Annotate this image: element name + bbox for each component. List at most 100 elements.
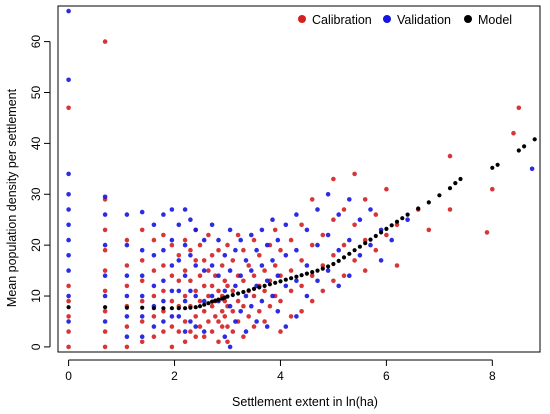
- data-point-validation: [325, 192, 331, 197]
- data-point-calibration: [151, 268, 157, 273]
- data-point-validation: [124, 314, 130, 319]
- data-point-calibration: [213, 314, 218, 319]
- data-point-calibration: [251, 324, 257, 329]
- data-point-calibration: [516, 105, 522, 111]
- data-point-validation: [315, 242, 320, 248]
- data-point-calibration: [278, 298, 283, 304]
- data-point-calibration: [139, 339, 145, 345]
- data-point-model: [267, 282, 272, 287]
- data-point-validation: [66, 222, 71, 228]
- data-point-model: [236, 291, 241, 296]
- data-point-calibration: [139, 319, 145, 324]
- data-point-validation: [139, 334, 145, 340]
- data-point-validation: [209, 222, 215, 228]
- data-point-validation: [227, 303, 233, 309]
- data-point-model: [320, 266, 325, 271]
- data-point-validation: [249, 232, 254, 238]
- data-point-calibration: [272, 227, 278, 233]
- data-point-calibration: [230, 329, 236, 334]
- x-tick-label: 0: [65, 369, 72, 383]
- data-point-model: [213, 298, 218, 303]
- data-point-model: [532, 137, 537, 142]
- data-point-calibration: [394, 222, 400, 228]
- data-point-model: [193, 305, 198, 310]
- data-point-calibration: [241, 247, 246, 253]
- data-point-validation: [216, 237, 221, 243]
- data-point-validation: [66, 268, 71, 273]
- data-point-calibration: [161, 309, 166, 314]
- data-point-validation: [124, 212, 130, 217]
- data-point-validation: [201, 298, 207, 304]
- data-point-calibration: [278, 329, 283, 334]
- series-calibration: [66, 39, 522, 350]
- data-point-calibration: [352, 171, 357, 177]
- x-tick-label: 2: [171, 369, 178, 383]
- data-point-calibration: [151, 293, 157, 299]
- data-point-calibration: [299, 258, 304, 263]
- data-point-calibration: [66, 105, 71, 111]
- data-point-validation: [188, 253, 193, 258]
- data-point-validation: [209, 293, 215, 299]
- data-point-validation: [336, 247, 342, 253]
- data-point-calibration: [246, 263, 251, 268]
- data-point-validation: [259, 227, 265, 233]
- data-point-validation: [270, 258, 275, 263]
- data-point-validation: [182, 329, 188, 334]
- data-point-calibration: [219, 309, 225, 314]
- data-point-validation: [151, 222, 157, 228]
- data-point-calibration: [272, 263, 278, 268]
- data-point-calibration: [222, 314, 228, 319]
- data-point-validation: [169, 314, 175, 319]
- data-point-validation: [238, 309, 243, 314]
- data-point-calibration: [246, 314, 251, 319]
- data-point-validation: [124, 334, 130, 340]
- data-point-validation: [325, 232, 331, 238]
- data-point-validation: [233, 247, 238, 253]
- data-point-validation: [139, 273, 145, 279]
- data-point-calibration: [262, 288, 267, 294]
- data-point-calibration: [102, 268, 108, 273]
- data-point-calibration: [484, 230, 490, 235]
- data-point-calibration: [225, 283, 230, 289]
- data-point-calibration: [216, 288, 221, 294]
- data-point-validation: [405, 217, 410, 222]
- data-point-calibration: [139, 278, 145, 284]
- data-point-validation: [336, 283, 342, 289]
- data-point-calibration: [394, 263, 400, 268]
- data-point-calibration: [362, 268, 368, 273]
- data-point-calibration: [288, 237, 294, 243]
- data-point-validation: [254, 319, 259, 324]
- data-point-calibration: [216, 339, 221, 345]
- data-point-calibration: [262, 268, 267, 273]
- data-point-calibration: [241, 278, 246, 284]
- data-point-validation: [227, 268, 233, 273]
- y-tick-label: 0: [29, 343, 43, 350]
- data-point-model: [405, 212, 410, 217]
- data-point-validation: [66, 192, 71, 197]
- data-point-calibration: [161, 288, 166, 294]
- data-point-calibration: [299, 222, 304, 228]
- data-point-calibration: [151, 334, 157, 340]
- data-point-model: [357, 244, 362, 249]
- data-point-validation: [176, 314, 182, 319]
- data-point-model: [336, 258, 341, 263]
- data-point-model: [140, 305, 145, 310]
- data-point-calibration: [193, 258, 198, 263]
- data-point-validation: [66, 171, 71, 177]
- data-point-calibration: [331, 217, 336, 222]
- data-point-calibration: [230, 288, 236, 294]
- data-point-calibration: [197, 242, 203, 248]
- data-point-validation: [188, 217, 193, 222]
- data-point-validation: [357, 253, 363, 258]
- data-point-validation: [102, 319, 108, 324]
- data-point-validation: [294, 247, 299, 253]
- data-point-calibration: [309, 298, 315, 304]
- data-point-validation: [201, 237, 207, 243]
- data-point-calibration: [235, 232, 241, 238]
- data-point-validation: [161, 319, 166, 324]
- data-point-validation: [188, 319, 193, 324]
- data-point-validation: [182, 273, 188, 279]
- axes: 0 2 4 6 8 0 10 20 30 40 50 60: [29, 5, 541, 383]
- data-point-model: [368, 237, 373, 242]
- data-point-calibration: [102, 344, 108, 350]
